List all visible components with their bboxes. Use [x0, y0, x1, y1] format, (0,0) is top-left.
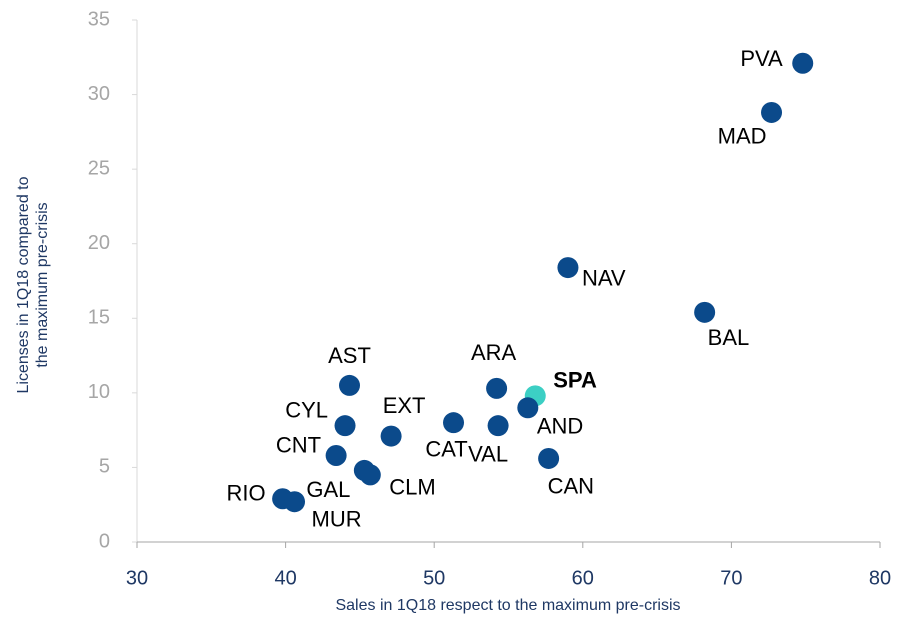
point — [538, 447, 560, 469]
point — [517, 397, 539, 419]
point — [325, 444, 347, 466]
point-label: CYL — [285, 397, 328, 422]
y-axis-title: the maximum pre-crisis — [34, 202, 51, 367]
point-label: ARA — [471, 340, 517, 365]
point-label: AST — [328, 343, 371, 368]
y-tick-label: 20 — [88, 232, 110, 254]
y-tick-label: 0 — [99, 530, 110, 552]
point — [487, 415, 509, 437]
point — [792, 52, 814, 74]
point — [338, 374, 360, 396]
point — [359, 464, 381, 486]
point — [486, 377, 508, 399]
point — [694, 301, 716, 323]
point-label: RIO — [227, 481, 266, 506]
point-label: SPA — [553, 368, 597, 393]
point — [284, 491, 306, 513]
point — [761, 101, 783, 123]
point-label: VAL — [468, 441, 508, 466]
point — [334, 415, 356, 437]
point — [557, 257, 579, 279]
x-tick-label: 70 — [720, 567, 742, 589]
y-tick-label: 35 — [88, 8, 110, 30]
point-label: EXT — [383, 393, 426, 418]
point — [443, 412, 465, 434]
point-label: MUR — [312, 507, 362, 532]
point-label: AND — [537, 414, 583, 439]
y-tick-label: 15 — [88, 307, 110, 329]
y-tick-label: 5 — [99, 456, 110, 478]
point-label: MAD — [718, 123, 767, 148]
x-tick-label: 60 — [572, 567, 594, 589]
point — [380, 425, 402, 447]
x-tick-label: 30 — [126, 567, 148, 589]
point-label: BAL — [708, 325, 750, 350]
point-label: NAV — [582, 265, 626, 290]
y-tick-label: 10 — [88, 381, 110, 403]
y-tick-label: 25 — [88, 157, 110, 179]
point-label: CAN — [548, 473, 594, 498]
x-tick-label: 50 — [423, 567, 445, 589]
y-axis-title: Licenses in 1Q18 compared to — [15, 176, 32, 393]
y-tick-label: 30 — [88, 83, 110, 105]
x-axis-title: Sales in 1Q18 respect to the maximum pre… — [335, 597, 680, 614]
point-label: CNT — [276, 432, 321, 457]
x-tick-label: 40 — [274, 567, 296, 589]
point-label: CAT — [425, 436, 467, 461]
x-tick-label: 80 — [869, 567, 891, 589]
point-label: GAL — [306, 477, 350, 502]
point-label: PVA — [740, 46, 783, 71]
point-label: CLM — [389, 475, 435, 500]
